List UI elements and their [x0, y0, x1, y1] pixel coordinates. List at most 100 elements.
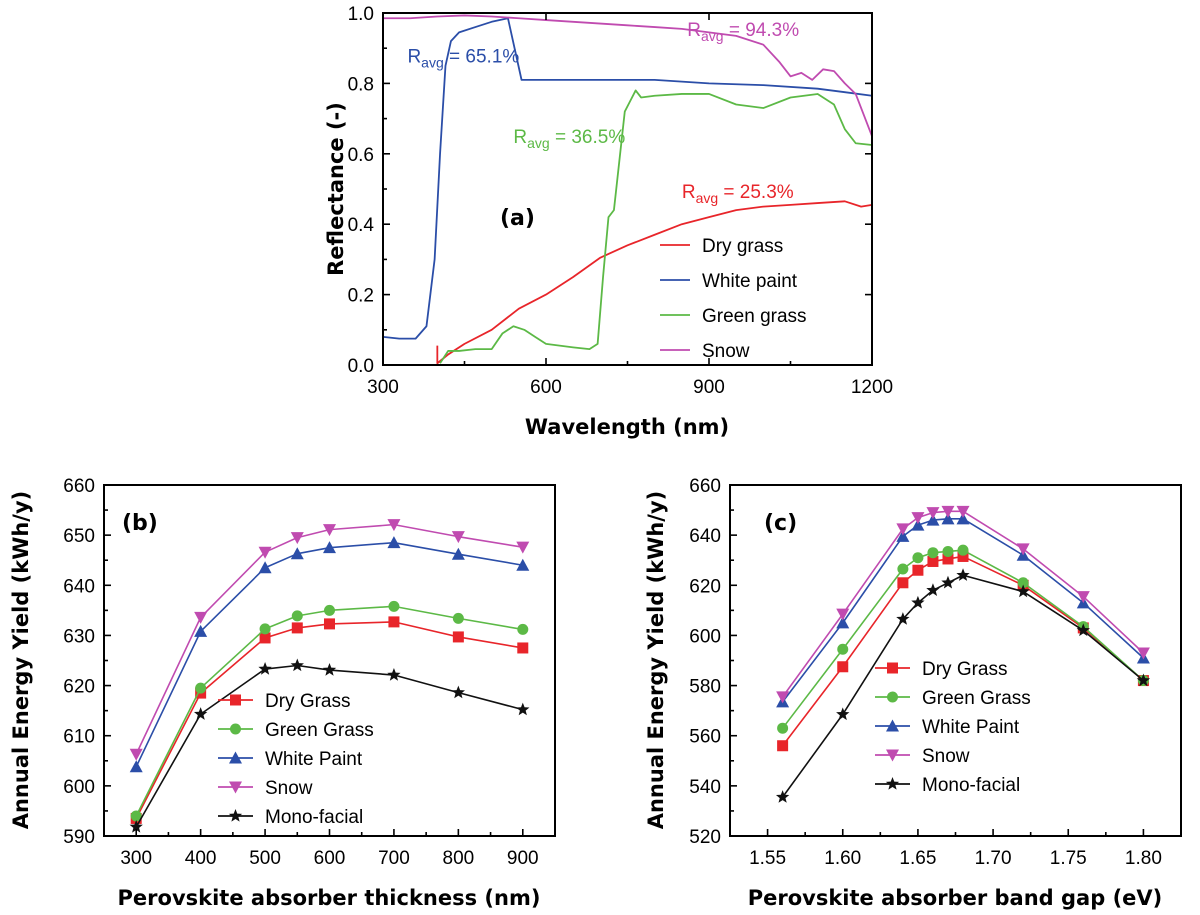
data-point-c-dry-grass-3 — [912, 564, 924, 576]
data-point-c-dry-grass-2 — [897, 577, 909, 589]
series-line-c-mono-facial — [781, 574, 1144, 798]
series-line-c-snow — [781, 510, 1144, 698]
y-tick-label-b-2: 610 — [63, 727, 95, 748]
annotation-a-0: Ravg = 65.1% — [407, 46, 519, 70]
chart-panel-b: 300 400 500 600 700 800 900 590 600 610 620 630 640 6… — [9, 476, 556, 910]
data-point-c-green-grass-6 — [957, 544, 969, 556]
data-point-b-green-grass-5 — [388, 600, 400, 612]
series-line-c-dry-grass — [781, 555, 1144, 747]
series-line-a-green-grass — [439, 89, 873, 364]
y-tick-label-a-4: 0.8 — [348, 74, 374, 95]
y-tick-label-a-3: 0.6 — [348, 145, 374, 166]
y-tick-label-b-6: 650 — [63, 526, 95, 547]
series-line-b-green-grass — [135, 605, 523, 817]
legend-label-a-dry-grass: Dry grass — [702, 236, 783, 257]
data-point-c-white-paint-6 — [956, 512, 970, 525]
data-point-b-green-grass-1 — [195, 682, 207, 694]
y-tick-label-b-7: 660 — [63, 476, 95, 497]
data-point-c-mono-facial-1 — [836, 707, 850, 721]
x-tick-label-b-2: 500 — [249, 848, 281, 869]
legend-marker-c-white-paint — [886, 719, 899, 732]
legend-marker-b-dry-grass — [230, 694, 241, 706]
y-tick-label-b-1: 600 — [63, 777, 95, 798]
x-tick-label-b-0: 300 — [120, 848, 152, 869]
legend-label-a-snow: Snow — [702, 341, 750, 362]
annotation-a-2: Ravg = 36.5% — [513, 127, 625, 151]
y-tick-label-c-5: 620 — [689, 576, 721, 597]
legend-marker-b-snow — [229, 781, 242, 794]
x-axis-label-a: Wavelength (nm) — [525, 415, 729, 439]
data-point-b-dry-grass-5 — [388, 616, 400, 628]
data-point-c-mono-facial-5 — [941, 575, 955, 589]
data-point-c-mono-facial-7 — [1016, 584, 1030, 598]
data-point-c-white-paint-5 — [941, 512, 955, 525]
data-point-c-dry-grass-6 — [957, 550, 969, 562]
data-point-c-snow-2 — [896, 523, 910, 536]
data-point-c-white-paint-2 — [896, 529, 910, 542]
legend-label-c-green-grass: Green Grass — [922, 688, 1031, 709]
legend-label-a-green-grass: Green grass — [702, 306, 807, 327]
data-point-c-mono-facial-8 — [1076, 623, 1090, 637]
axes-frame-b — [103, 484, 556, 837]
data-point-b-mono-facial-0 — [129, 819, 143, 833]
data-point-c-snow-6 — [956, 505, 970, 518]
data-point-b-mono-facial-5 — [387, 668, 401, 681]
y-tick-label-a-2: 0.4 — [348, 215, 375, 236]
x-tick-label-b-5: 800 — [443, 848, 475, 869]
data-point-b-snow-6 — [451, 531, 465, 544]
data-point-b-white-paint-0 — [129, 760, 143, 773]
legend-marker-c-mono-facial — [885, 777, 900, 790]
data-point-b-white-paint-5 — [387, 536, 401, 549]
data-point-b-green-grass-4 — [324, 604, 335, 616]
y-tick-label-a-0: 0.0 — [348, 356, 374, 377]
legend-label-b-green-grass: Green Grass — [265, 720, 374, 741]
legend-label-c-snow: Snow — [922, 746, 970, 767]
data-point-b-white-paint-2 — [258, 561, 272, 574]
legend-label-c-dry-grass: Dry Grass — [922, 659, 1008, 680]
data-point-b-snow-0 — [129, 748, 143, 761]
data-point-b-mono-facial-7 — [516, 702, 530, 716]
legend-marker-b-white-paint — [229, 751, 242, 764]
data-point-b-mono-facial-4 — [322, 663, 337, 676]
x-tick-label-b-1: 400 — [185, 848, 217, 869]
series-line-a-snow — [383, 14, 873, 137]
legend-marker-b-mono-facial — [228, 809, 243, 822]
data-point-c-mono-facial-3 — [911, 595, 925, 609]
chart-panel-a: 300 600 900 1200 0.0 0.2 0.4 0.6 0.8 1.0 Wavelengt… — [324, 4, 893, 439]
legend-label-c-mono-facial: Mono-facial — [922, 775, 1020, 796]
legend-label-b-white-paint: White Paint — [265, 749, 363, 770]
y-axis-label-c: Annual Energy Yield (kWh/y) — [644, 491, 668, 830]
legend-label-b-snow: Snow — [265, 778, 313, 799]
y-axis-label-a: Reflectance (-) — [324, 102, 348, 276]
y-tick-label-b-0: 590 — [63, 827, 95, 848]
annotation-a-1: Ravg = 94.3% — [687, 20, 799, 44]
data-point-c-white-paint-4 — [926, 513, 940, 526]
data-point-c-snow-7 — [1016, 543, 1030, 556]
data-point-b-mono-facial-6 — [451, 685, 466, 699]
data-point-b-dry-grass-6 — [452, 631, 464, 643]
data-point-b-mono-facial-1 — [193, 707, 208, 720]
y-tick-label-b-5: 640 — [63, 576, 95, 597]
x-tick-label-c-4: 1.75 — [1050, 848, 1087, 869]
data-point-b-dry-grass-2 — [259, 632, 271, 644]
data-point-c-snow-3 — [911, 512, 925, 525]
x-tick-label-c-0: 1.55 — [749, 848, 786, 869]
data-point-b-white-paint-7 — [516, 558, 530, 571]
x-axis-label-b: Perovskite absorber thickness (nm) — [118, 886, 541, 910]
y-tick-label-a-1: 0.2 — [348, 286, 374, 307]
legend-label-a-white-paint: White paint — [702, 271, 798, 292]
y-axis-label-b: Annual Energy Yield (kWh/y) — [9, 491, 33, 830]
data-point-c-green-grass-2 — [897, 563, 909, 575]
data-point-b-snow-7 — [516, 541, 530, 554]
data-point-b-white-paint-4 — [323, 541, 336, 554]
data-point-b-snow-1 — [194, 611, 208, 624]
y-tick-label-c-6: 640 — [689, 526, 721, 547]
series-line-c-white-paint — [781, 518, 1144, 703]
x-tick-label-a-2: 900 — [693, 377, 725, 398]
data-point-c-snow-4 — [926, 507, 940, 520]
data-point-c-snow-5 — [941, 505, 955, 518]
panel-label-b: (b) — [122, 511, 158, 536]
data-point-c-mono-facial-6 — [956, 568, 970, 581]
data-point-b-white-paint-6 — [451, 547, 465, 560]
